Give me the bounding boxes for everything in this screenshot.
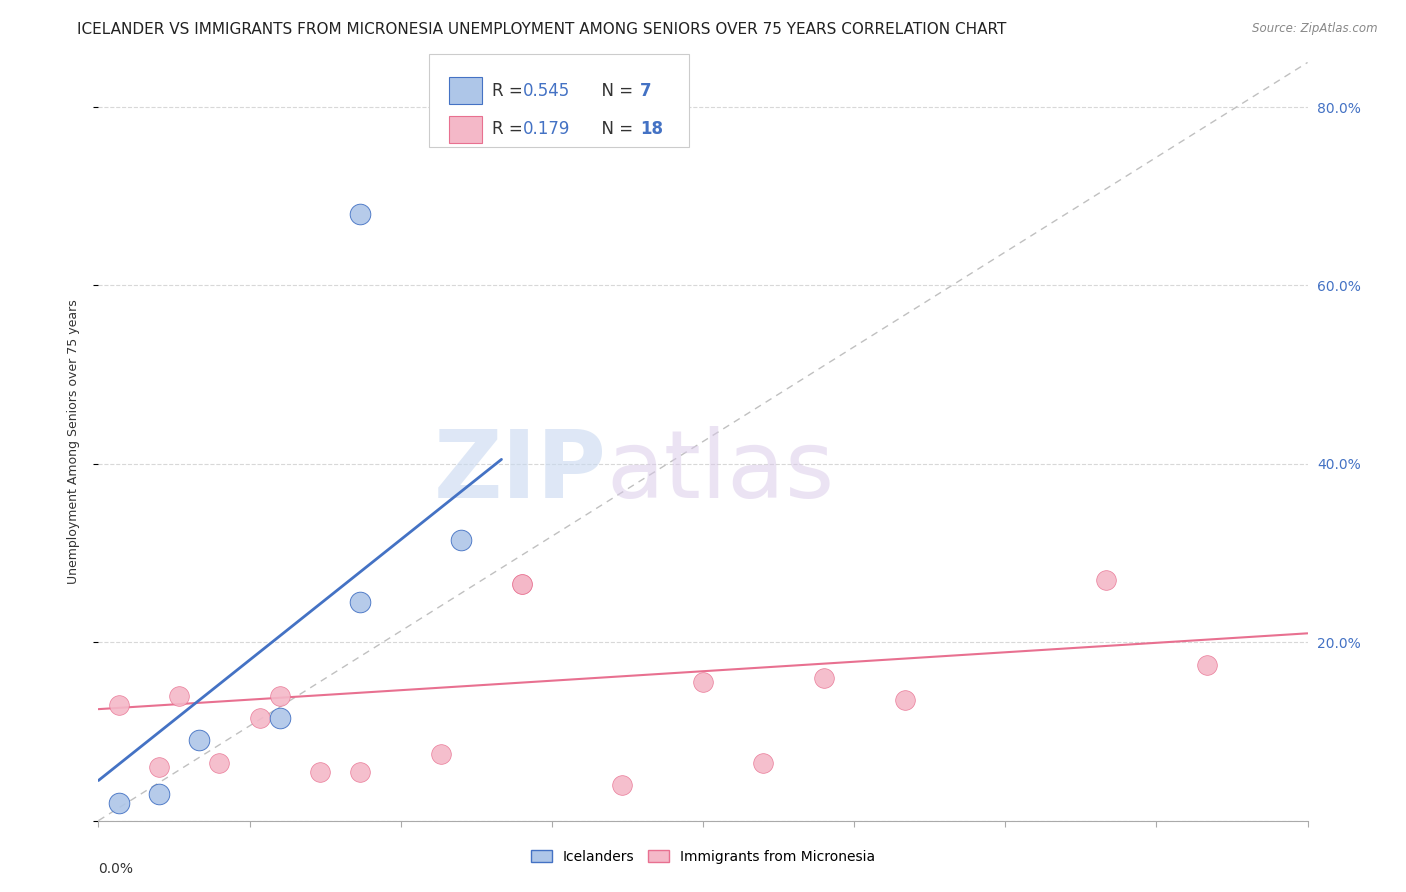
Text: R =: R = [492,82,529,100]
Text: 7: 7 [640,82,651,100]
Point [430,747,453,761]
Point [752,756,775,770]
Point [309,764,332,779]
Point [510,577,533,591]
Y-axis label: Unemployment Among Seniors over 75 years: Unemployment Among Seniors over 75 years [67,299,80,584]
Point [1195,657,1218,672]
Text: 0.0%: 0.0% [98,863,134,876]
Point [269,689,291,703]
Text: 18: 18 [640,120,662,138]
Text: ZIP: ZIP [433,425,606,518]
Text: N =: N = [591,120,638,138]
Text: R =: R = [492,120,529,138]
Point [612,778,634,792]
Point [813,671,835,685]
Point [249,711,271,725]
Point [893,693,915,707]
Text: ICELANDER VS IMMIGRANTS FROM MICRONESIA UNEMPLOYMENT AMONG SENIORS OVER 75 YEARS: ICELANDER VS IMMIGRANTS FROM MICRONESIA … [77,22,1007,37]
Legend: Icelanders, Immigrants from Micronesia: Icelanders, Immigrants from Micronesia [524,843,882,871]
Text: N =: N = [591,82,638,100]
Point [269,711,291,725]
Point [107,796,129,810]
Point [510,577,533,591]
Text: 0.545: 0.545 [523,82,571,100]
Point [107,698,129,712]
Point [167,689,190,703]
Point [188,733,211,747]
Point [148,787,170,801]
Point [349,207,371,221]
Point [692,675,714,690]
Point [349,595,371,609]
Point [450,533,472,547]
Point [148,760,170,774]
Point [1095,573,1118,587]
Point [349,764,371,779]
Text: atlas: atlas [606,425,835,518]
Point [208,756,231,770]
Text: Source: ZipAtlas.com: Source: ZipAtlas.com [1253,22,1378,36]
Text: 0.179: 0.179 [523,120,571,138]
